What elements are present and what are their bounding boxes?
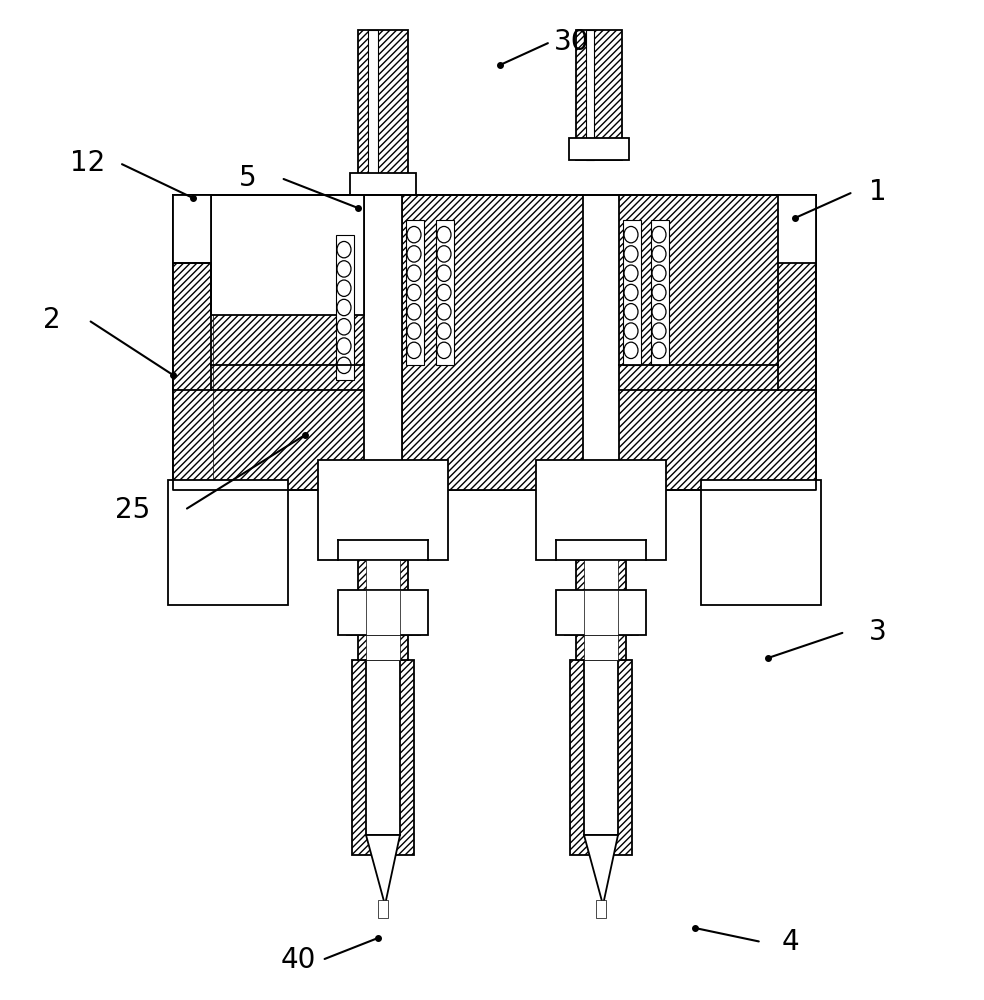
Bar <box>364 195 402 490</box>
Bar <box>623 220 641 365</box>
Bar <box>701 480 821 605</box>
Bar <box>378 900 388 918</box>
Bar <box>583 195 619 490</box>
Bar <box>318 460 448 560</box>
Polygon shape <box>366 835 400 905</box>
Bar <box>336 235 354 380</box>
Text: 40: 40 <box>280 946 316 974</box>
Bar <box>536 460 666 560</box>
Bar <box>651 220 669 365</box>
Polygon shape <box>584 835 618 905</box>
Bar <box>778 195 816 263</box>
Text: 25: 25 <box>115 496 151 524</box>
Text: 4: 4 <box>781 928 799 956</box>
Bar <box>368 30 378 195</box>
Text: 2: 2 <box>43 306 61 334</box>
Bar <box>352 660 414 855</box>
Bar <box>596 900 606 918</box>
Bar <box>350 173 416 195</box>
Bar <box>436 220 454 365</box>
Bar <box>564 590 638 635</box>
Bar <box>358 560 408 660</box>
Bar <box>556 590 646 635</box>
Bar <box>569 138 629 160</box>
Bar <box>173 195 211 263</box>
Text: 3: 3 <box>869 618 887 646</box>
Bar <box>584 590 618 635</box>
Bar <box>583 190 619 495</box>
Bar <box>364 190 402 495</box>
Bar <box>406 220 424 365</box>
Bar <box>338 590 428 635</box>
Text: 1: 1 <box>869 178 887 206</box>
Bar <box>366 560 400 660</box>
Bar <box>402 195 583 490</box>
Bar <box>576 560 626 660</box>
Bar <box>168 480 288 605</box>
Text: 5: 5 <box>239 164 257 192</box>
Bar <box>173 195 213 490</box>
Text: 12: 12 <box>71 149 105 177</box>
Bar <box>366 590 400 635</box>
Text: 30: 30 <box>554 28 589 56</box>
Bar <box>402 195 583 490</box>
Bar <box>586 30 594 160</box>
Bar <box>576 30 622 160</box>
Polygon shape <box>366 835 400 905</box>
Polygon shape <box>584 835 618 905</box>
Bar <box>346 590 420 635</box>
Bar <box>366 660 400 835</box>
Bar <box>173 195 816 490</box>
Bar <box>211 195 364 315</box>
Bar <box>584 560 618 660</box>
Bar <box>173 195 213 490</box>
Bar <box>358 30 408 195</box>
Bar <box>584 660 618 835</box>
Bar <box>570 660 632 855</box>
